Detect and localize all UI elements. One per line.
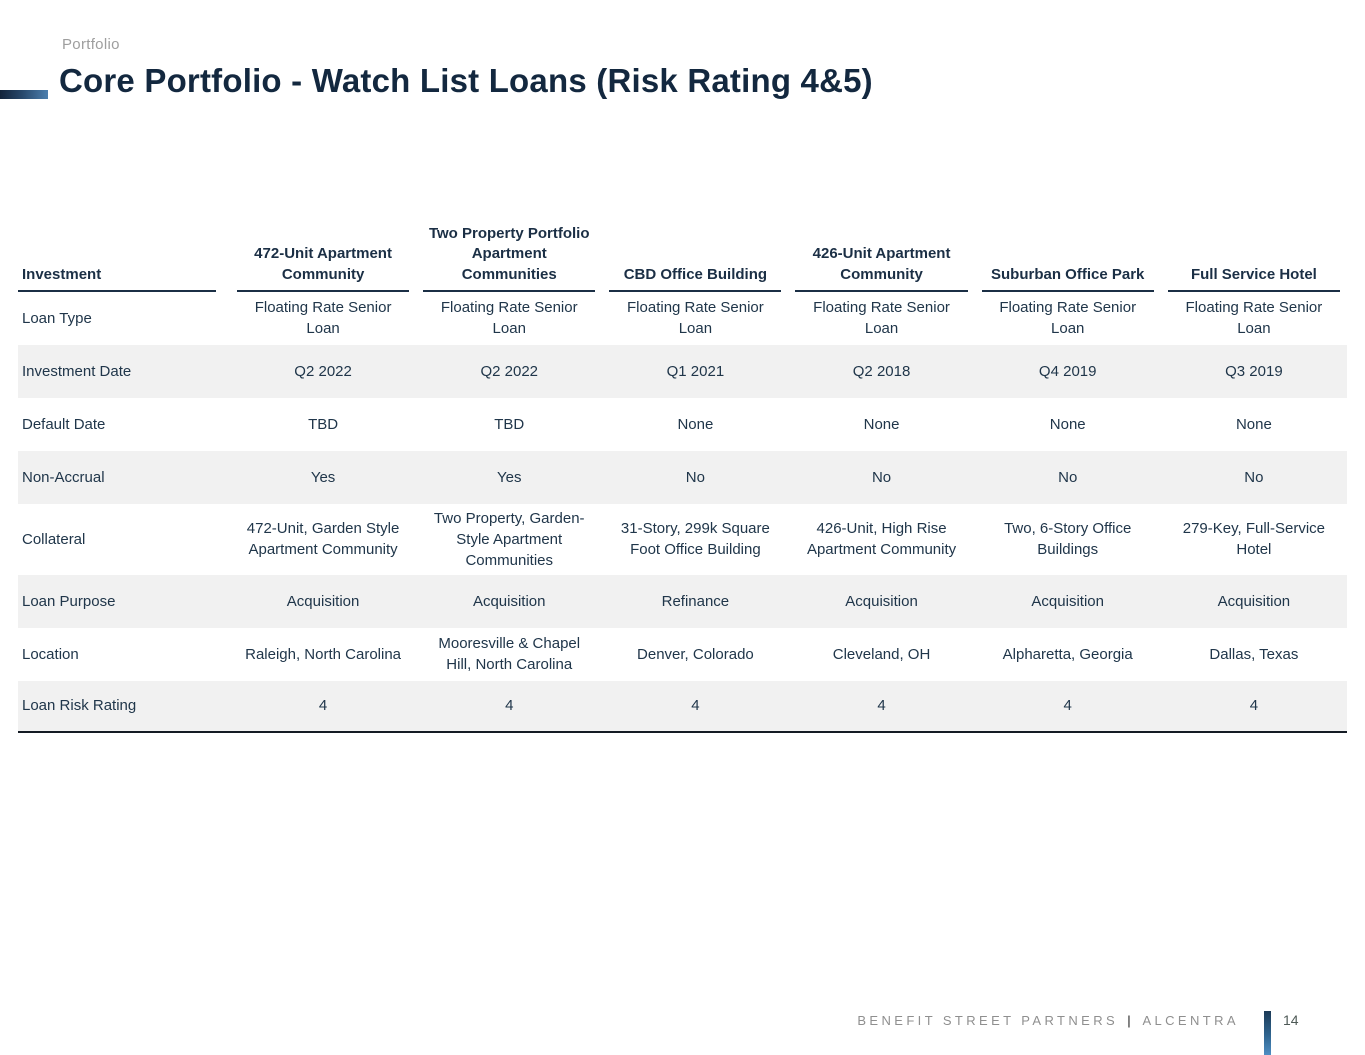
table-header: Investment 472-Unit Apartment Community Tw… [18, 224, 1347, 292]
table-row: Collateral 472-Unit, Garden Style Apartme… [18, 504, 1347, 575]
table-header-row: Investment 472-Unit Apartment Community Tw… [18, 224, 1347, 292]
value-cell: No [1058, 468, 1078, 486]
column-header: 426-Unit Apartment Community [788, 224, 974, 292]
value-cell: 472-Unit, Garden Style Apartment Communi… [246, 520, 400, 559]
value-cell: Q3 2019 [1225, 362, 1283, 380]
value-cell: 4 [416, 680, 603, 733]
value-cell: None [863, 415, 900, 433]
column-header: Suburban Office Park [975, 224, 1161, 292]
value-cell: Floating Rate Senior Loan [813, 299, 950, 338]
value-cell: Denver, Colorado [637, 645, 754, 663]
row-label-cell: Investment Date [22, 362, 132, 380]
value-cell: 4 [1160, 680, 1347, 733]
value-cell: Yes [496, 468, 522, 486]
value-cell: Floating Rate Senior Loan [440, 299, 578, 338]
watch-list-table-container: Investment 472-Unit Apartment Community Tw… [18, 224, 1347, 733]
page-number: 14 [1283, 1012, 1299, 1028]
value-cell: Yes [310, 468, 336, 486]
value-cell: Raleigh, North Carolina [245, 645, 402, 663]
column-header: Full Service Hotel [1161, 224, 1347, 292]
row-label-cell: Loan Purpose [22, 592, 116, 610]
column-header-investment: Investment [18, 224, 230, 292]
column-header: CBD Office Building [602, 224, 788, 292]
value-cell: Refinance [661, 592, 730, 610]
value-cell: No [685, 468, 705, 486]
row-label-cell: Loan Risk Rating [18, 680, 230, 733]
value-cell: Acquisition [1217, 592, 1291, 610]
watch-list-table: Investment 472-Unit Apartment Community Tw… [18, 224, 1347, 733]
value-cell: Acquisition [286, 592, 360, 610]
value-cell: No [871, 468, 892, 486]
value-cell: Cleveland, OH [832, 645, 931, 663]
table-row: Investment Date Q2 2022 Q2 2022 Q1 2021 Q2 2… [18, 344, 1347, 398]
value-cell: Q4 2019 [1038, 362, 1097, 380]
table-row: Loan Risk Rating 4 4 4 4 4 4 [18, 680, 1347, 733]
value-cell: 426-Unit, High Rise Apartment Community [806, 520, 957, 559]
value-cell: 279-Key, Full-Service Hotel [1182, 520, 1326, 559]
value-cell: None [1049, 415, 1086, 433]
value-cell: None [1235, 415, 1272, 433]
column-header: Two Property Portfolio Apartment Communi… [416, 224, 602, 292]
value-cell: Acquisition [472, 592, 546, 610]
table-row: Default Date TBD TBD None None None None [18, 398, 1347, 451]
value-cell: Dallas, Texas [1209, 645, 1299, 663]
row-label-cell: Location [22, 645, 79, 663]
footer-accent-bar [1264, 1011, 1271, 1055]
value-cell: Q2 2022 [480, 362, 538, 380]
footer-brand-left: BENEFIT STREET PARTNERS [857, 1013, 1119, 1028]
footer-brand: BENEFIT STREET PARTNERS | ALCENTRA [857, 1013, 1239, 1028]
row-label-cell: Collateral [22, 530, 86, 548]
value-cell: 4 [788, 680, 975, 733]
value-cell: Floating Rate Senior Loan [254, 299, 392, 338]
value-cell: Q2 2018 [852, 362, 911, 380]
table-row: Non-Accrual Yes Yes No No No No [18, 450, 1347, 504]
table-row: Loan Type Floating Rate Senior Loan Floati… [18, 292, 1347, 345]
row-label-cell: Default Date [22, 415, 106, 433]
value-cell: Two Property, Garden-Style Apartment Com… [433, 509, 585, 569]
value-cell: No [1244, 468, 1264, 486]
row-label-cell: Non-Accrual [22, 468, 105, 486]
value-cell: None [677, 415, 714, 433]
value-cell: Q1 2021 [666, 362, 725, 380]
table-row: Loan Purpose Acquisition Acquisition Refina… [18, 574, 1347, 628]
table-body: Loan Type Floating Rate Senior Loan Floati… [18, 292, 1347, 733]
value-cell: Mooresville & Chapel Hill, North Carolin… [438, 635, 581, 674]
value-cell: 4 [974, 680, 1161, 733]
value-cell: Floating Rate Senior Loan [999, 299, 1137, 338]
value-cell: TBD [308, 415, 339, 433]
value-cell: Alpharetta, Georgia [1002, 645, 1133, 663]
value-cell: Floating Rate Senior Loan [1185, 299, 1323, 338]
value-cell: Acquisition [845, 592, 918, 610]
page-title: Core Portfolio - Watch List Loans (Risk … [59, 62, 873, 99]
table-row: Location Raleigh, North Carolina Mooresvil… [18, 628, 1347, 681]
value-cell: Acquisition [1031, 592, 1104, 610]
title-accent-bar [0, 90, 48, 99]
value-cell: Floating Rate Senior Loan [627, 299, 764, 338]
value-cell: 4 [230, 680, 417, 733]
footer-brand-right: ALCENTRA [1142, 1013, 1239, 1028]
column-header: 472-Unit Apartment Community [230, 224, 416, 292]
value-cell: 31-Story, 299k Square Foot Office Buildi… [620, 520, 770, 559]
value-cell: Two, 6-Story Office Buildings [1004, 520, 1132, 559]
eyebrow-label: Portfolio [62, 36, 120, 53]
value-cell: 4 [602, 680, 789, 733]
value-cell: TBD [494, 415, 525, 433]
value-cell: Q2 2022 [294, 362, 352, 380]
footer-brand-separator: | [1127, 1013, 1135, 1028]
row-label-cell: Loan Type [22, 309, 92, 327]
